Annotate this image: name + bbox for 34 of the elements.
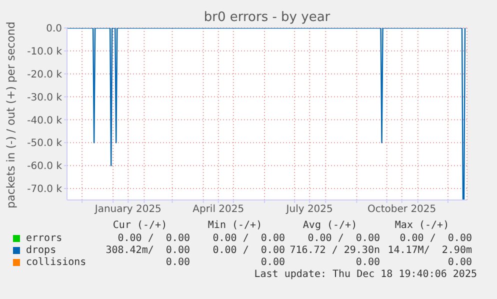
text: 0.00 / 0.00 bbox=[212, 233, 285, 244]
x-tick-label: July 2025 bbox=[285, 204, 333, 216]
text: 14.17M/ 2.90m bbox=[388, 245, 472, 256]
text: 0.00 / 0.00 bbox=[212, 245, 285, 256]
y-tick-label: -30.0 k bbox=[27, 92, 62, 104]
y-tick-label: -50.0 k bbox=[27, 138, 62, 150]
text: Last update: Thu Dec 18 19:40:06 2025 bbox=[254, 269, 477, 280]
text: 716.72 / 29.30n bbox=[290, 245, 380, 256]
text: 0.00 / 0.00 bbox=[116, 233, 190, 244]
text: Avg (-/+) bbox=[302, 220, 358, 231]
text: Cur (-/+) bbox=[112, 220, 168, 231]
text: 0.00 bbox=[260, 257, 285, 268]
text: 0.00 bbox=[164, 257, 190, 268]
text: 308.42m/ 0.00 bbox=[104, 245, 190, 256]
text: 0.00 / 0.00 bbox=[308, 233, 380, 244]
chart-title: br0 errors - by year bbox=[202, 10, 332, 25]
legend-label: errors bbox=[26, 233, 62, 244]
y-tick-label: 0.0 bbox=[46, 24, 62, 35]
y-tick-label: -70.0 k bbox=[27, 184, 62, 196]
x-tick-label: October 2025 bbox=[368, 204, 436, 216]
text: 0.00 bbox=[448, 257, 472, 268]
x-tick-label: April 2025 bbox=[192, 204, 244, 216]
y-tick-label: -20.0 k bbox=[27, 69, 62, 80]
legend-label: collisions bbox=[26, 257, 86, 268]
x-tick-label: January 2025 bbox=[94, 204, 162, 216]
y-tick-label: -10.0 k bbox=[27, 46, 62, 58]
y-axis-title: packets in (-) / out (+) per second bbox=[4, 22, 18, 208]
text: 0.00 / 0.00 bbox=[400, 233, 472, 244]
text: Max (-/+) bbox=[394, 220, 450, 231]
text: Min (-/+) bbox=[206, 220, 264, 231]
y-tick-label: -60.0 k bbox=[27, 161, 62, 172]
text: 0.00 bbox=[356, 257, 380, 268]
y-tick-label: -40.0 k bbox=[27, 115, 62, 126]
legend-label: drops bbox=[26, 245, 56, 256]
